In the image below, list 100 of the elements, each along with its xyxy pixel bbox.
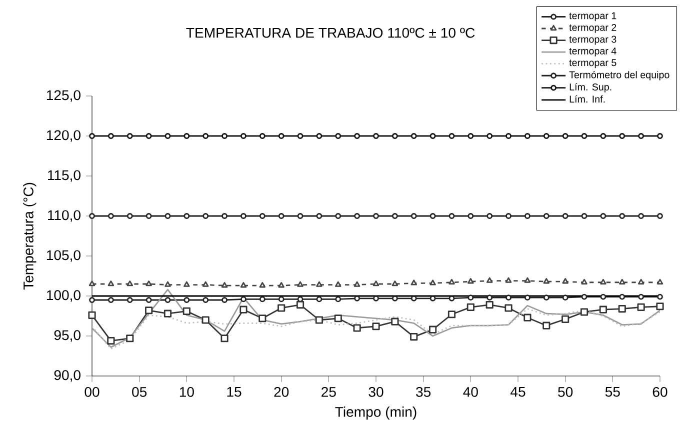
point (562, 278, 568, 284)
point (524, 314, 532, 322)
point (202, 297, 209, 303)
point (164, 297, 171, 303)
point (468, 278, 474, 284)
point (278, 213, 284, 219)
point (126, 213, 133, 219)
point (335, 296, 342, 302)
point (278, 133, 284, 139)
point (392, 133, 398, 139)
x-axis-title: Tiempo (min) (335, 406, 416, 420)
point (297, 133, 304, 139)
point (184, 213, 190, 219)
point (410, 332, 418, 341)
point (258, 314, 266, 322)
point (221, 282, 228, 288)
point (184, 297, 190, 303)
point (524, 133, 530, 139)
point (88, 311, 96, 319)
point (354, 133, 360, 139)
point (108, 133, 114, 139)
point (372, 322, 380, 330)
point (316, 281, 322, 287)
point (259, 213, 266, 219)
point (562, 315, 570, 323)
point (504, 304, 512, 312)
point (108, 297, 114, 303)
point (562, 133, 568, 139)
point (354, 281, 360, 287)
point (486, 300, 494, 309)
point (430, 213, 436, 219)
point (618, 278, 626, 284)
point (638, 213, 644, 219)
point (182, 307, 190, 315)
legend-label: termopar 5 (569, 59, 616, 68)
point (222, 213, 228, 219)
point (430, 280, 436, 286)
point (335, 133, 342, 139)
point (524, 294, 530, 301)
point (562, 294, 568, 301)
point (335, 213, 342, 219)
point (259, 296, 266, 302)
point (89, 297, 95, 303)
x-tick-label: 10 (180, 386, 194, 397)
point (297, 281, 304, 287)
point (468, 294, 474, 301)
point (372, 280, 380, 286)
point (222, 297, 228, 303)
point (354, 213, 360, 219)
point (430, 133, 436, 139)
point (448, 213, 455, 219)
point (202, 316, 210, 324)
point (638, 278, 644, 284)
point (315, 316, 323, 324)
point (334, 314, 342, 322)
point (316, 296, 322, 302)
point (430, 295, 436, 302)
point (486, 213, 493, 219)
x-tick-label: 00 (84, 386, 100, 397)
point (108, 280, 114, 286)
x-tick-label: 60 (652, 386, 668, 397)
point (391, 318, 399, 326)
point (373, 295, 379, 302)
legend-label: termopar 1 (569, 12, 616, 22)
point (600, 213, 606, 219)
point (410, 295, 417, 302)
point (334, 281, 342, 287)
x-tick-label: 20 (274, 386, 289, 397)
point (619, 133, 626, 139)
point (638, 133, 644, 139)
x-tick-label: 35 (416, 386, 431, 397)
legend-label: termopar 4 (569, 48, 616, 56)
point (600, 294, 606, 300)
point (448, 278, 455, 284)
point (618, 304, 626, 313)
point (146, 133, 152, 139)
point (468, 133, 474, 139)
point (410, 280, 417, 286)
point (107, 336, 115, 345)
point (278, 304, 286, 312)
x-tick-label: 05 (132, 386, 147, 397)
y-tick-label: 90,0 (54, 370, 80, 382)
x-tick-label: 25 (322, 386, 336, 397)
point (392, 295, 398, 302)
point (373, 133, 379, 139)
point (126, 133, 133, 139)
point (146, 280, 152, 286)
point (506, 133, 512, 139)
point (656, 278, 664, 284)
point (146, 213, 152, 219)
point (126, 334, 134, 342)
point (184, 281, 190, 287)
point (486, 277, 493, 283)
point (202, 133, 209, 139)
point (466, 303, 474, 311)
legend-label: termopar 2 (569, 24, 616, 33)
point (88, 280, 96, 286)
point (164, 133, 171, 139)
point (354, 295, 360, 302)
point (108, 213, 114, 219)
